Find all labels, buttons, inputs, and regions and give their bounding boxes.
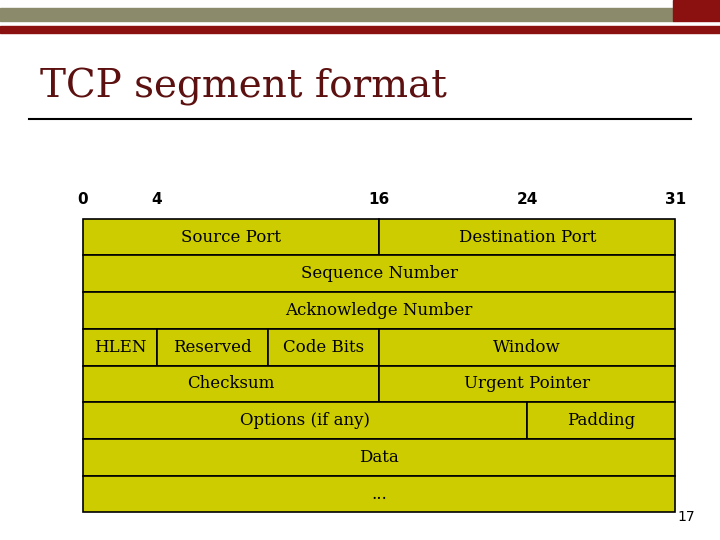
Text: Code Bits: Code Bits bbox=[283, 339, 364, 356]
Text: Window: Window bbox=[493, 339, 561, 356]
Text: ...: ... bbox=[372, 485, 387, 503]
Text: Destination Port: Destination Port bbox=[459, 228, 596, 246]
Text: Acknowledge Number: Acknowledge Number bbox=[285, 302, 473, 319]
Text: Checksum: Checksum bbox=[187, 375, 274, 393]
Text: HLEN: HLEN bbox=[94, 339, 146, 356]
Text: Options (if any): Options (if any) bbox=[240, 412, 370, 429]
Text: 17: 17 bbox=[678, 510, 695, 524]
Text: Sequence Number: Sequence Number bbox=[300, 265, 458, 282]
Text: Urgent Pointer: Urgent Pointer bbox=[464, 375, 590, 393]
Text: 24: 24 bbox=[516, 192, 538, 207]
Text: 0: 0 bbox=[78, 192, 88, 207]
Text: Data: Data bbox=[359, 449, 399, 466]
Text: TCP segment format: TCP segment format bbox=[40, 68, 446, 105]
Text: Source Port: Source Port bbox=[181, 228, 281, 246]
Text: 31: 31 bbox=[665, 192, 686, 207]
Text: Padding: Padding bbox=[567, 412, 635, 429]
Text: 16: 16 bbox=[369, 192, 390, 207]
Text: 4: 4 bbox=[151, 192, 162, 207]
Text: Reserved: Reserved bbox=[173, 339, 252, 356]
